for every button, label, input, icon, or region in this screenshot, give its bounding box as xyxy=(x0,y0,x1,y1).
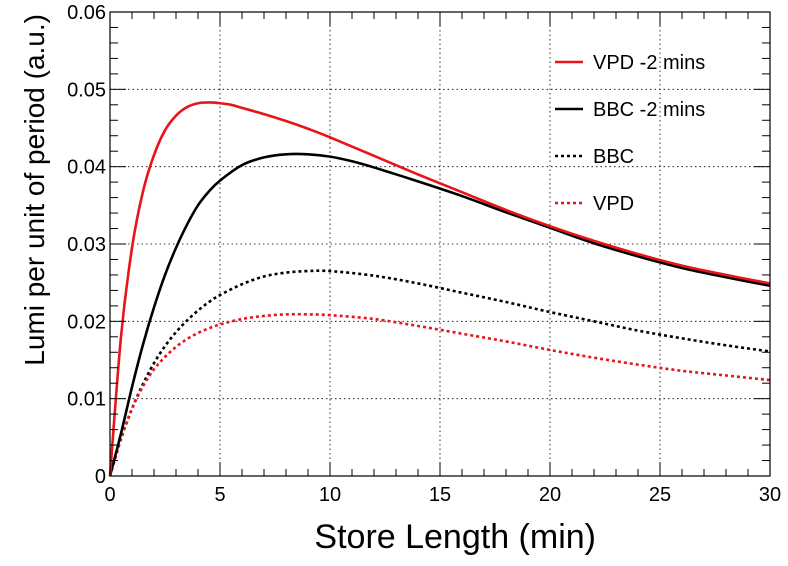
x-tick-label: 30 xyxy=(759,484,781,506)
x-tick-label: 25 xyxy=(649,484,671,506)
y-tick-label: 0.01 xyxy=(67,389,106,411)
legend-label-bbc: BBC xyxy=(593,146,634,168)
tick-labels: 0 5 10 15 20 25 30 0 0.01 0.02 0.03 0.04 0.05 0.06 xyxy=(67,2,781,506)
y-axis-title: Lumi per unit of period (a.u.) xyxy=(19,14,50,366)
series-layer xyxy=(108,101,771,477)
y-tick-label: 0.05 xyxy=(67,79,106,101)
series-line-bbc-2-mins-solid xyxy=(108,152,771,477)
x-tick-label: 15 xyxy=(429,484,451,506)
y-tick-label: 0.04 xyxy=(67,157,106,179)
y-tick-label: 0.02 xyxy=(67,311,106,333)
x-tick-label: 20 xyxy=(539,484,561,506)
series-line-vpd-dotted xyxy=(108,312,771,477)
series-line-vpd-2-mins-solid xyxy=(108,101,771,477)
x-tick-label: 5 xyxy=(214,484,225,506)
y-tick-label: 0.03 xyxy=(67,234,106,256)
axis-ticks xyxy=(109,11,771,477)
y-tick-label: 0.06 xyxy=(67,2,106,24)
series-line-bbc-dotted xyxy=(108,269,771,477)
x-tick-label: 10 xyxy=(319,484,341,506)
legend-label-bbc-2-mins: BBC -2 mins xyxy=(593,99,705,121)
x-tick-label: 0 xyxy=(104,484,115,506)
y-tick-label: 0 xyxy=(95,466,106,488)
legend-label-vpd-2-mins: VPD -2 mins xyxy=(593,52,705,74)
x-axis-title: Store Length (min) xyxy=(314,518,596,556)
legend: VPD -2 mins BBC -2 mins BBC VPD xyxy=(555,52,705,215)
legend-label-vpd: VPD xyxy=(593,193,634,215)
